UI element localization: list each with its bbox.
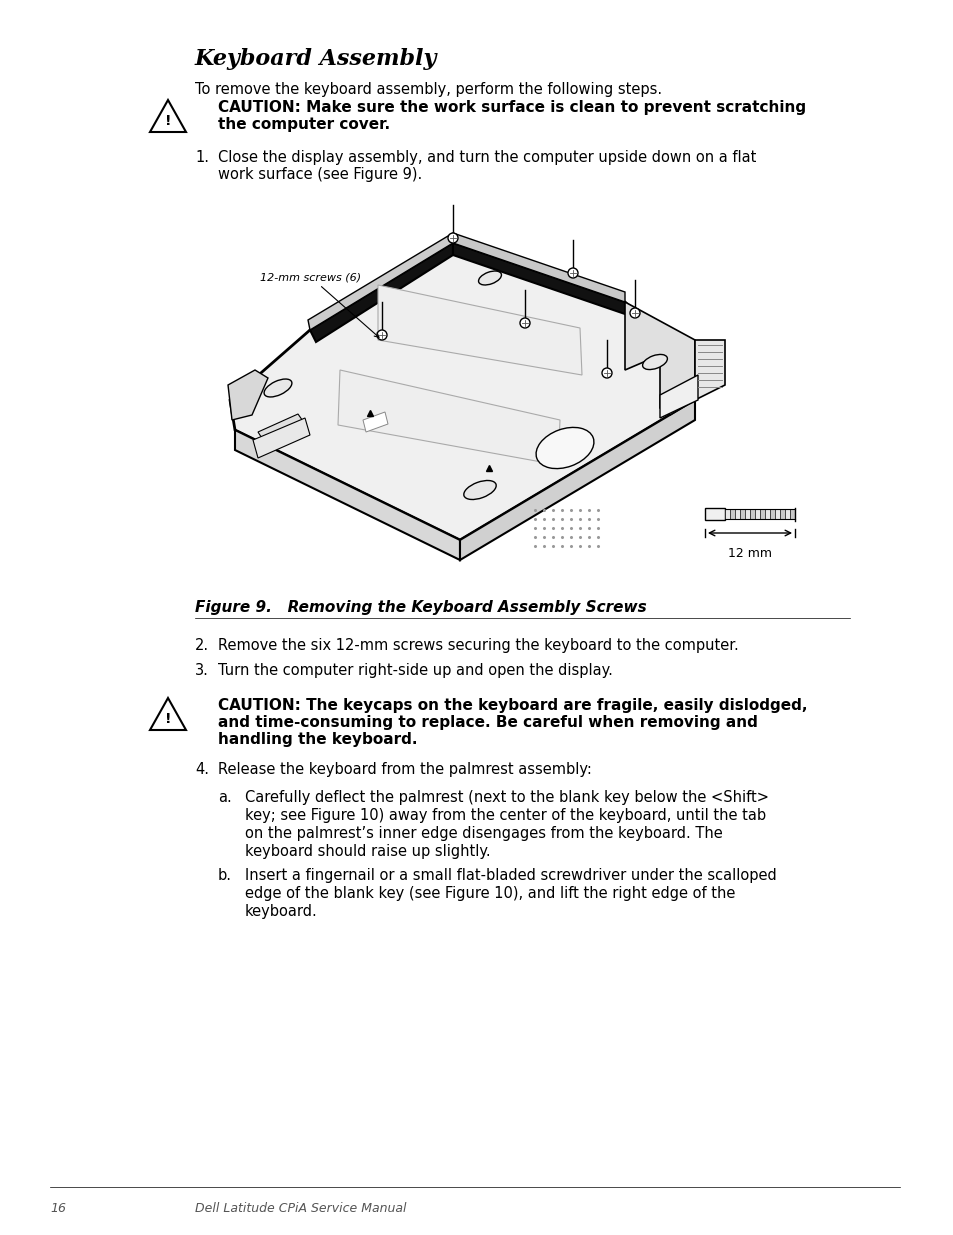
Text: Release the keyboard from the palmrest assembly:: Release the keyboard from the palmrest a… (218, 762, 591, 777)
Text: !: ! (165, 114, 172, 128)
Text: CAUTION: The keycaps on the keyboard are fragile, easily dislodged,: CAUTION: The keycaps on the keyboard are… (218, 698, 806, 713)
Circle shape (376, 330, 387, 340)
Circle shape (448, 233, 457, 243)
Polygon shape (230, 243, 695, 540)
Polygon shape (377, 285, 581, 375)
Text: handling the keyboard.: handling the keyboard. (218, 732, 417, 747)
Polygon shape (310, 243, 453, 342)
Ellipse shape (536, 427, 594, 468)
Polygon shape (308, 233, 453, 330)
Text: keyboard.: keyboard. (245, 904, 317, 919)
Text: 2.: 2. (194, 638, 209, 653)
Text: 1.: 1. (194, 149, 209, 165)
Text: keyboard should raise up slightly.: keyboard should raise up slightly. (245, 844, 490, 860)
Polygon shape (234, 430, 459, 559)
Ellipse shape (463, 480, 496, 499)
Polygon shape (724, 509, 729, 519)
Ellipse shape (264, 379, 292, 396)
Polygon shape (744, 509, 749, 519)
Polygon shape (363, 412, 388, 432)
Polygon shape (659, 375, 698, 417)
Polygon shape (228, 370, 268, 420)
Polygon shape (754, 509, 760, 519)
Polygon shape (789, 509, 794, 519)
Polygon shape (780, 509, 784, 519)
Polygon shape (624, 303, 695, 415)
Text: on the palmrest’s inner edge disengages from the keyboard. The: on the palmrest’s inner edge disengages … (245, 826, 722, 841)
Text: 4.: 4. (194, 762, 209, 777)
Text: CAUTION: Make sure the work surface is clean to prevent scratching: CAUTION: Make sure the work surface is c… (218, 100, 805, 115)
Polygon shape (749, 509, 754, 519)
Polygon shape (764, 509, 769, 519)
Text: !: ! (165, 713, 172, 726)
Polygon shape (734, 509, 740, 519)
Polygon shape (459, 400, 695, 559)
Text: Close the display assembly, and turn the computer upside down on a flat: Close the display assembly, and turn the… (218, 149, 756, 165)
Circle shape (519, 317, 530, 329)
Text: the computer cover.: the computer cover. (218, 117, 390, 132)
Text: Keyboard Assembly: Keyboard Assembly (194, 48, 436, 70)
Text: edge of the blank key (see Figure 10), and lift the right edge of the: edge of the blank key (see Figure 10), a… (245, 885, 735, 902)
Text: 3.: 3. (194, 663, 209, 678)
Ellipse shape (642, 354, 667, 369)
Ellipse shape (478, 270, 501, 285)
Polygon shape (760, 509, 764, 519)
Polygon shape (784, 509, 789, 519)
Polygon shape (704, 508, 724, 520)
Text: To remove the keyboard assembly, perform the following steps.: To remove the keyboard assembly, perform… (194, 82, 661, 98)
Text: 12 mm: 12 mm (727, 547, 771, 559)
Polygon shape (257, 414, 305, 443)
Polygon shape (729, 509, 734, 519)
Text: key; see Figure 10) away from the center of the keyboard, until the tab: key; see Figure 10) away from the center… (245, 808, 765, 823)
Circle shape (567, 268, 578, 278)
Polygon shape (453, 233, 624, 303)
Text: Figure 9.   Removing the Keyboard Assembly Screws: Figure 9. Removing the Keyboard Assembly… (194, 600, 646, 615)
Text: 12-mm screws (6): 12-mm screws (6) (260, 272, 378, 337)
Text: b.: b. (218, 868, 232, 883)
Polygon shape (769, 509, 774, 519)
Polygon shape (253, 417, 310, 458)
Text: Dell Latitude CPiA Service Manual: Dell Latitude CPiA Service Manual (194, 1202, 406, 1215)
Polygon shape (695, 340, 724, 400)
Circle shape (601, 368, 612, 378)
Text: a.: a. (218, 790, 232, 805)
Text: Turn the computer right-side up and open the display.: Turn the computer right-side up and open… (218, 663, 612, 678)
Circle shape (629, 308, 639, 317)
Text: Remove the six 12-mm screws securing the keyboard to the computer.: Remove the six 12-mm screws securing the… (218, 638, 738, 653)
Polygon shape (774, 509, 780, 519)
Text: Carefully deflect the palmrest (next to the blank key below the <Shift>: Carefully deflect the palmrest (next to … (245, 790, 768, 805)
Text: 16: 16 (50, 1202, 66, 1215)
Polygon shape (740, 509, 744, 519)
Polygon shape (453, 243, 624, 314)
Text: Insert a fingernail or a small flat-bladed screwdriver under the scalloped: Insert a fingernail or a small flat-blad… (245, 868, 776, 883)
Text: and time-consuming to replace. Be careful when removing and: and time-consuming to replace. Be carefu… (218, 715, 757, 730)
Text: work surface (see Figure 9).: work surface (see Figure 9). (218, 167, 422, 182)
Polygon shape (337, 370, 559, 466)
